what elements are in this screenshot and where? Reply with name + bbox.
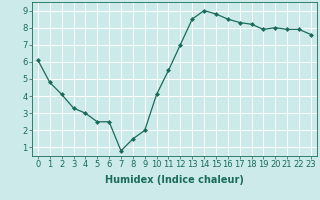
X-axis label: Humidex (Indice chaleur): Humidex (Indice chaleur) — [105, 175, 244, 185]
